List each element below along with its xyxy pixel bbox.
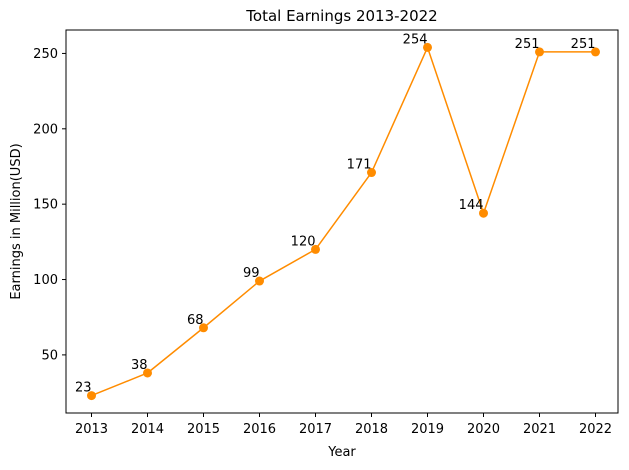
- data-label: 254: [403, 32, 428, 47]
- x-tick-label: 2022: [579, 422, 612, 437]
- data-label: 120: [291, 234, 316, 249]
- x-tick-label: 2021: [523, 422, 556, 437]
- y-tick-label: 250: [33, 47, 58, 62]
- chart-title: Total Earnings 2013-2022: [245, 7, 437, 25]
- x-tick-label: 2018: [355, 422, 388, 437]
- x-axis: 2013 2014 2015 2016 2017 2018 2019 2020 2021 2022: [75, 413, 612, 437]
- data-point: [479, 208, 488, 218]
- data-label: 171: [347, 158, 372, 173]
- x-tick-label: 2015: [187, 422, 220, 437]
- y-tick-label: 150: [33, 198, 58, 213]
- x-tick-label: 2019: [411, 422, 444, 437]
- chart-marks: 23 38 68 99 120 171 254 144 251 251: [75, 32, 600, 401]
- y-tick-label: 200: [33, 122, 58, 137]
- data-point: [311, 244, 320, 254]
- x-tick-label: 2017: [299, 422, 332, 437]
- series-line: [91, 46, 596, 397]
- data-label: 251: [515, 37, 540, 52]
- y-axis-label: Earnings in Million(USD): [9, 143, 24, 299]
- data-label: 99: [243, 266, 260, 281]
- plot-frame: [65, 29, 619, 414]
- data-point: [255, 276, 264, 286]
- data-point: [367, 168, 376, 178]
- data-label: 38: [131, 358, 148, 373]
- y-axis: 50 100 150 200 250: [33, 47, 66, 363]
- data-point: [591, 47, 600, 57]
- y-tick-label: 50: [41, 348, 58, 363]
- data-label: 251: [571, 37, 596, 52]
- data-point: [87, 391, 96, 401]
- data-point: [199, 323, 208, 333]
- x-tick-label: 2020: [467, 422, 500, 437]
- data-label: 68: [187, 313, 204, 328]
- data-label: 23: [75, 381, 92, 396]
- data-label: 144: [459, 198, 484, 213]
- y-tick-label: 100: [33, 273, 58, 288]
- data-point: [535, 47, 544, 57]
- x-tick-label: 2016: [243, 422, 276, 437]
- x-tick-label: 2014: [131, 422, 164, 437]
- x-axis-label: Year: [327, 445, 356, 460]
- data-point: [423, 42, 432, 52]
- data-point: [143, 368, 152, 378]
- x-tick-label: 2013: [75, 422, 108, 437]
